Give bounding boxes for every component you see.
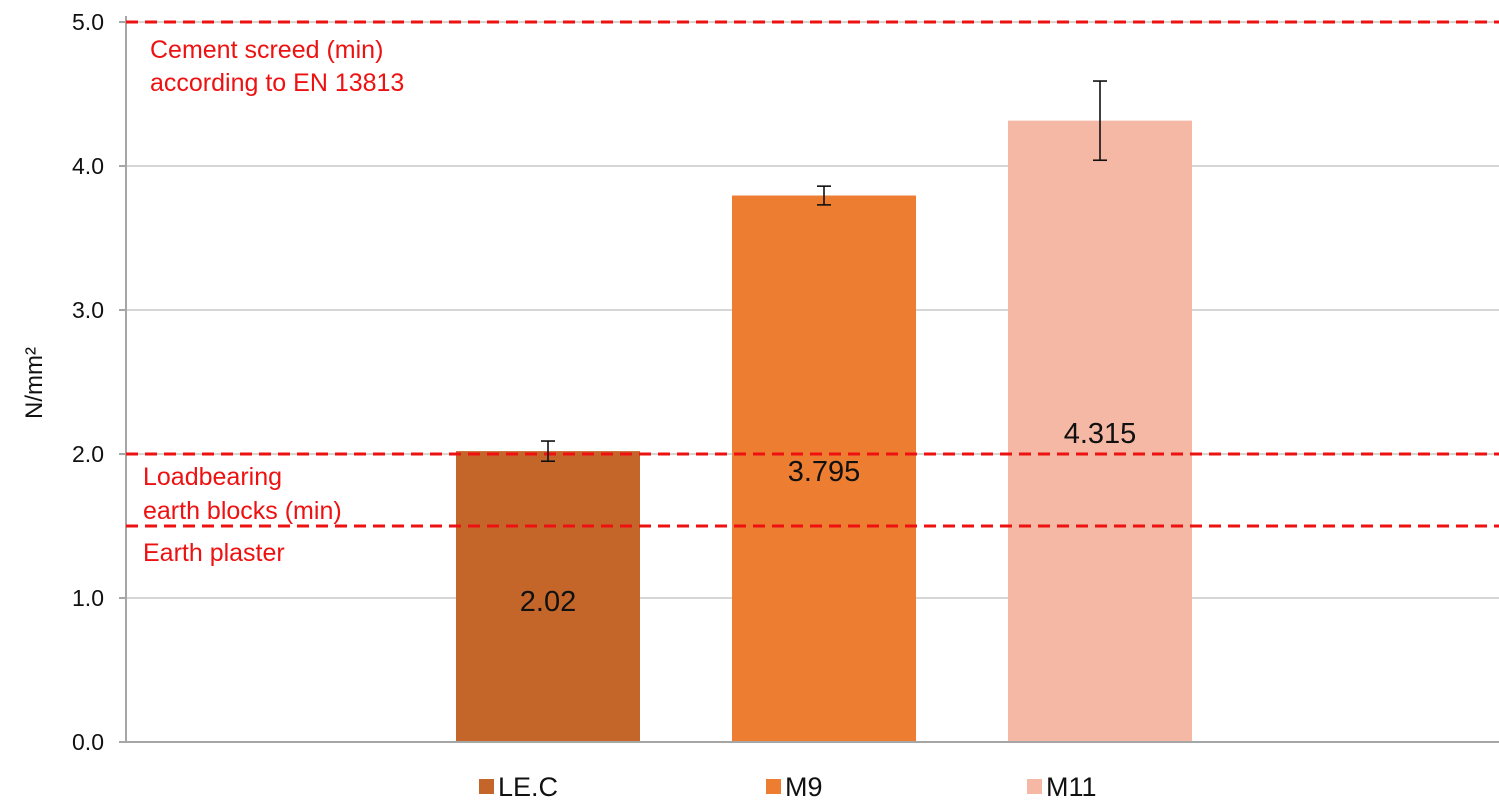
legend: LE.C M9 M11 — [479, 772, 1097, 802]
legend-swatch — [1027, 779, 1042, 794]
data-label: 3.795 — [788, 456, 861, 488]
bar-m11 — [1008, 120, 1192, 742]
legend-label: M9 — [785, 772, 823, 802]
y-tick-label: 5.0 — [72, 9, 104, 35]
data-label: 2.02 — [520, 586, 576, 618]
y-tick-label: 3.0 — [72, 297, 104, 323]
axes: 0.0 1.0 2.0 3.0 4.0 5.0 — [72, 9, 1499, 755]
legend-label: M11 — [1046, 772, 1097, 802]
legend-swatch — [766, 779, 781, 794]
reference-label: Cement screed (min) — [150, 36, 383, 64]
y-tick-label: 0.0 — [72, 729, 104, 755]
y-tick-label: 1.0 — [72, 585, 104, 611]
y-tick-label: 2.0 — [72, 441, 104, 467]
legend-label: LE.C — [498, 772, 558, 802]
bar-m9 — [732, 195, 916, 742]
reference-label: according to EN 13813 — [150, 69, 404, 97]
y-tick-label: 4.0 — [72, 153, 104, 179]
data-label: 4.315 — [1064, 418, 1137, 450]
y-axis-title: N/mm² — [21, 347, 48, 419]
bar-le-c — [456, 451, 640, 742]
reference-label: Earth plaster — [143, 539, 285, 567]
bars — [456, 120, 1192, 742]
error-bars — [541, 80, 1107, 463]
legend-swatch — [479, 779, 494, 794]
data-labels: 2.02 3.795 4.315 — [520, 418, 1137, 618]
reference-label: earth blocks (min) — [143, 497, 342, 525]
reference-lines: Cement screed (min) according to EN 13813… — [126, 20, 1499, 567]
reference-label: Loadbearing — [143, 463, 282, 491]
